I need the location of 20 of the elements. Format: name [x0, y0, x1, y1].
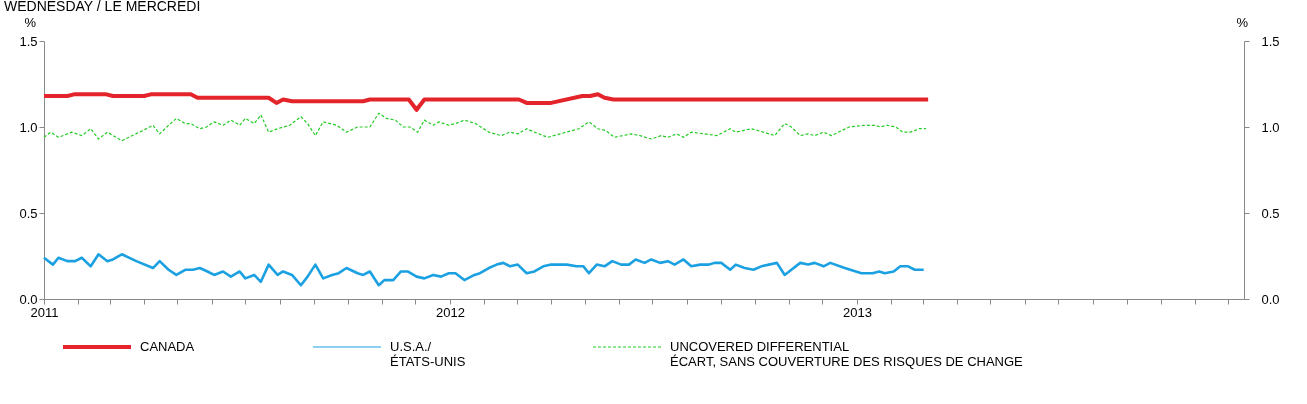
y-tick-label: 1.5	[19, 33, 38, 49]
x-tick-label: 2012	[435, 304, 465, 320]
legend-label: CANADA	[140, 339, 195, 354]
y2-axis-title: %	[1236, 14, 1249, 30]
x-tick-label: 2013	[843, 304, 872, 320]
y2-tick-label: 1.5	[1261, 33, 1280, 49]
y-tick-label: 0.0	[19, 291, 38, 307]
y2-tick-label: 0.5	[1261, 205, 1280, 221]
y-tick-label: 1.0	[19, 119, 38, 135]
y2-tick-label: 0.0	[1261, 291, 1280, 307]
y2-tick-label: 1.0	[1261, 119, 1280, 135]
chart-title: WEDNESDAY / LE MERCREDI	[4, 0, 201, 14]
line-series	[43, 112, 927, 142]
y-axis-title: %	[24, 14, 37, 30]
line-series	[42, 252, 925, 287]
legend-label: UNCOVERED DIFFERENTIAL ÉCART, SANS COUVERTURE DES RISQUES DE CHANGE	[670, 339, 1023, 369]
y-tick-label: 0.5	[19, 205, 38, 221]
line-series	[42, 92, 931, 112]
x-tick-label: 2011	[30, 304, 59, 320]
legend-label: U.S.A./ ÉTATS-UNIS	[390, 339, 466, 369]
